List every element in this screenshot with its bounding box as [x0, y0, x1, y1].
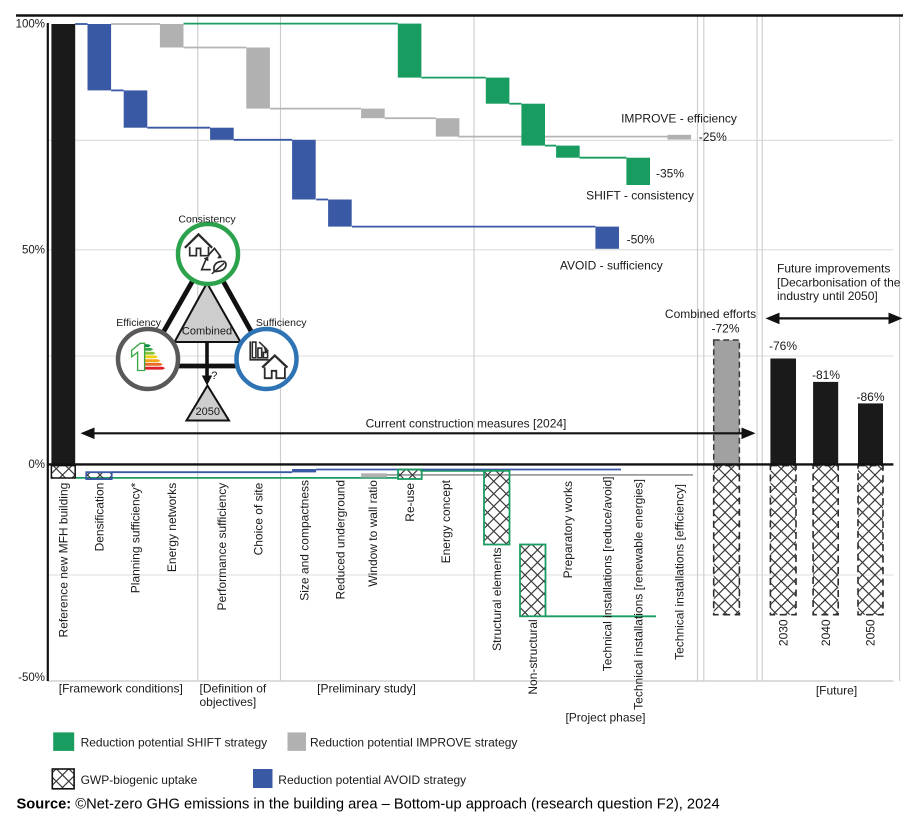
svg-text:objectives]: objectives] — [200, 695, 257, 709]
svg-text:Reduction potential IMPROVE st: Reduction potential IMPROVE strategy — [310, 735, 517, 749]
svg-text:Combined efforts: Combined efforts — [665, 307, 756, 321]
svg-text:GWP-biogenic uptake: GWP-biogenic uptake — [81, 773, 198, 787]
svg-text:Reduction potential SHIFT stra: Reduction potential SHIFT strategy — [81, 735, 268, 749]
svg-text:Reduction potential AVOID stra: Reduction potential AVOID strategy — [278, 773, 466, 787]
svg-text:Sufficiency: Sufficiency — [256, 317, 307, 329]
svg-text:[Project phase]: [Project phase] — [565, 711, 645, 725]
svg-text:Energy networks: Energy networks — [165, 483, 179, 572]
svg-text:2050: 2050 — [196, 406, 220, 418]
svg-text:Technical installations [reduc: Technical installations [reduce/avoid] — [600, 477, 614, 672]
svg-text:-86%: -86% — [856, 390, 884, 404]
svg-text:Source: ©Net-zero GHG emission: Source: ©Net-zero GHG emissions in the b… — [17, 797, 720, 813]
svg-text:-50%: -50% — [627, 232, 655, 246]
svg-text:Reference new MFH building: Reference new MFH building — [57, 483, 71, 638]
svg-text:Window to wall ratio: Window to wall ratio — [366, 480, 380, 587]
svg-text:Preparatory works: Preparatory works — [561, 481, 575, 578]
svg-text:Technical installations [renew: Technical installations [renewable energ… — [632, 479, 646, 710]
svg-text:Structural elements: Structural elements — [490, 548, 504, 651]
svg-text:SHIFT - consistency: SHIFT - consistency — [586, 189, 694, 203]
svg-text:industry until 2050]: industry until 2050] — [777, 289, 878, 303]
svg-text:Densification: Densification — [93, 483, 107, 552]
svg-text:50%: 50% — [22, 245, 45, 257]
svg-text:2040: 2040 — [819, 619, 833, 646]
svg-text:Re-use: Re-use — [403, 483, 417, 522]
svg-text:[Framework conditions]: [Framework conditions] — [59, 682, 183, 696]
svg-text:Non-structural: Non-structural — [526, 619, 540, 694]
svg-text:Current construction measures: Current construction measures [2024] — [366, 416, 567, 430]
svg-text:AVOID - sufficiency: AVOID - sufficiency — [560, 259, 663, 273]
svg-text:Future improvements: Future improvements — [777, 262, 890, 276]
svg-text:0%: 0% — [28, 459, 45, 471]
svg-text:Technical installations [effic: Technical installations [efficiency] — [673, 484, 687, 660]
svg-text:Consistency: Consistency — [178, 213, 236, 225]
svg-text:Size and compactness: Size and compactness — [297, 480, 311, 601]
svg-text:Performance sufficiency: Performance sufficiency — [215, 483, 229, 611]
svg-text:2030: 2030 — [776, 619, 790, 646]
svg-text:-50%: -50% — [18, 672, 45, 684]
svg-text:[Future]: [Future] — [816, 684, 857, 698]
svg-text:[Decarbonisation of the: [Decarbonisation of the — [777, 275, 901, 289]
svg-text:Planning sufficiency*: Planning sufficiency* — [129, 482, 143, 593]
svg-text:Combined: Combined — [182, 326, 232, 338]
svg-text:-35%: -35% — [656, 167, 684, 181]
svg-text:-72%: -72% — [711, 322, 739, 336]
svg-text:[Preliminary study]: [Preliminary study] — [317, 682, 416, 696]
svg-text:2050: 2050 — [864, 619, 878, 646]
svg-text:100%: 100% — [16, 19, 45, 31]
svg-text:?: ? — [211, 370, 217, 382]
svg-text:Reduced underground: Reduced underground — [333, 480, 347, 599]
svg-text:-25%: -25% — [699, 130, 727, 144]
svg-text:Energy concept: Energy concept — [439, 479, 453, 563]
svg-text:-76%: -76% — [769, 339, 797, 353]
svg-text:-81%: -81% — [812, 368, 840, 382]
svg-text:IMPROVE - efficiency: IMPROVE - efficiency — [621, 112, 737, 126]
svg-text:Choice of site: Choice of site — [251, 482, 265, 555]
svg-text:[Definition of: [Definition of — [200, 682, 267, 696]
svg-text:Efficiency: Efficiency — [116, 317, 161, 329]
